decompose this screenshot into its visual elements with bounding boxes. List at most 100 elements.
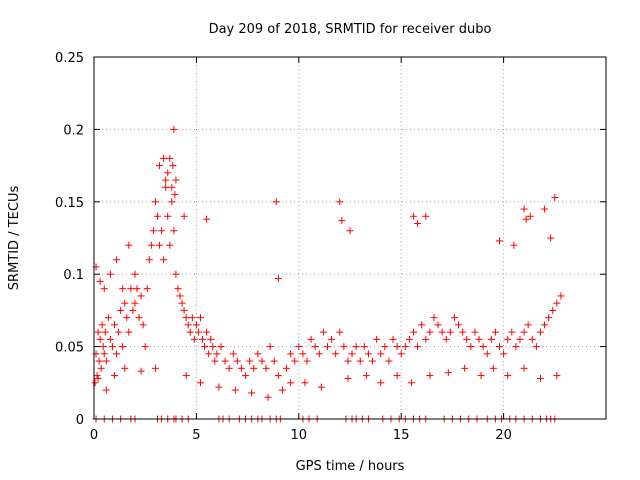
data-point-marker [151,198,159,206]
data-point-marker [95,357,103,365]
data-point-marker [541,321,549,329]
data-point-marker [237,364,245,372]
data-point-marker [340,343,348,351]
data-point-marker [418,321,426,329]
data-point-marker [362,372,370,380]
x-tick-label: 15 [393,428,410,443]
data-point-marker [307,335,315,343]
data-point-marker [291,357,299,365]
data-point-marker [145,256,153,264]
data-point-marker [205,350,213,358]
data-point-marker [258,357,266,365]
data-point-marker [407,379,415,387]
data-point-marker [422,212,430,220]
data-point-marker [231,386,239,394]
data-point-marker [123,314,131,322]
data-point-marker [147,241,155,249]
data-point-marker [106,270,114,278]
grid-lines [94,57,606,419]
data-point-marker [520,364,528,372]
data-point-marker [262,364,270,372]
data-point-marker [332,350,340,358]
data-point-marker [338,217,346,225]
data-point-marker [346,227,354,235]
data-point-marker [203,328,211,336]
data-point-marker [131,270,139,278]
data-point-marker [94,374,102,382]
data-point-marker [303,357,311,365]
data-point-marker [479,343,487,351]
data-point-marker [491,328,499,336]
data-point-marker [102,386,110,394]
data-point-marker [143,285,151,293]
data-point-marker [344,374,352,382]
data-point-marker [301,379,309,387]
data-point-marker [401,343,409,351]
x-tick-label: 5 [192,428,200,443]
data-point-marker [455,321,463,329]
data-point-marker [137,367,145,375]
data-point-marker [348,350,356,358]
data-point-marker [248,389,256,397]
data-point-marker [99,343,107,351]
data-point-marker [442,335,450,343]
data-point-marker [242,372,250,380]
data-point-marker [217,343,225,351]
data-point-marker [164,169,172,177]
data-point-marker [117,306,125,314]
data-point-marker [549,306,557,314]
data-point-marker [352,343,360,351]
data-point-marker [172,270,180,278]
data-point-marker [508,328,516,336]
data-point-marker [233,357,241,365]
data-point-marker [512,343,520,351]
data-point-marker [207,335,215,343]
data-point-marker [151,364,159,372]
data-point-marker [121,299,129,307]
data-point-marker [170,125,178,133]
axis-ticks: 0 5 10 15 20 0 0.05 0.1 0.15 0.2 0.25 [55,51,606,443]
data-point-marker [94,328,102,336]
data-point-marker [160,154,168,162]
data-point-marker [196,379,204,387]
data-point-marker [196,314,204,322]
data-point-marker [344,357,352,365]
data-point-marker [100,350,108,358]
data-point-marker [477,372,485,380]
data-point-marker [422,335,430,343]
data-point-marker [194,328,202,336]
data-point-marker [274,372,282,380]
data-point-marker [500,350,508,358]
data-point-marker [215,383,223,391]
data-point-marker [496,343,504,351]
data-point-marker [369,357,377,365]
data-point-marker [438,328,446,336]
data-point-marker [98,321,106,329]
data-point-marker [553,299,561,307]
data-point-marker [176,292,184,300]
data-point-marker [475,335,483,343]
data-point-marker [108,343,116,351]
data-point-marker [295,343,303,351]
x-tick-label: 10 [291,428,308,443]
data-point-marker [119,285,127,293]
data-point-marker [100,285,108,293]
data-point-marker [141,343,149,351]
data-point-marker [188,314,196,322]
data-point-marker [162,183,170,191]
data-point-marker [504,335,512,343]
data-point-marker [225,364,233,372]
y-tick-label: 0.15 [55,196,84,211]
data-point-marker [96,335,104,343]
data-point-marker [182,314,190,322]
data-point-marker [356,357,364,365]
data-point-marker [113,350,121,358]
data-point-marker [459,328,467,336]
data-point-marker [131,299,139,307]
data-point-marker [270,357,278,365]
data-point-marker [125,328,133,336]
data-point-marker [377,350,385,358]
data-point-marker [405,335,413,343]
data-point-marker [170,227,178,235]
